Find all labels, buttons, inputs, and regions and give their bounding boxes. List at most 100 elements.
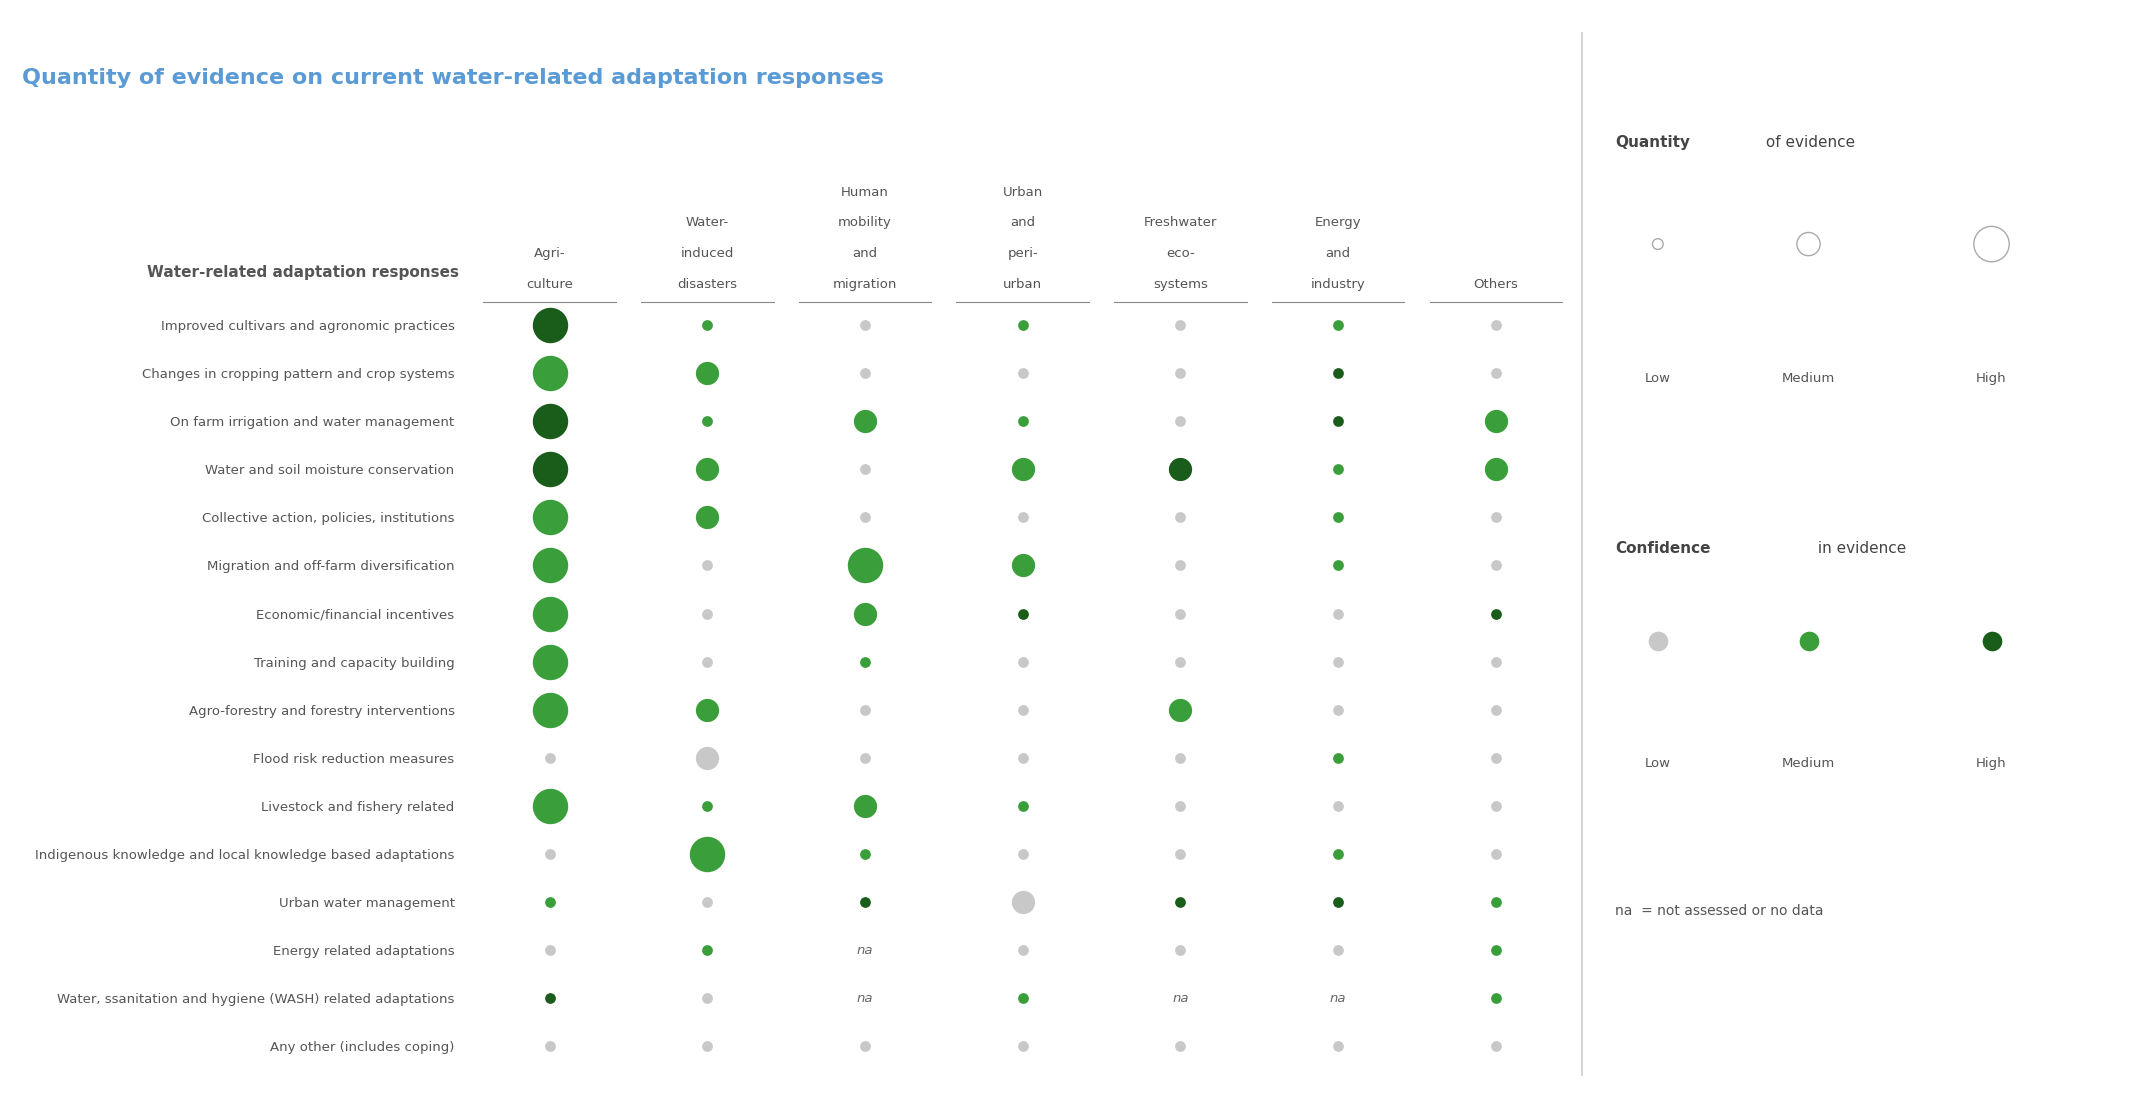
Point [848,556,883,574]
Point [1005,893,1040,911]
Point [1005,509,1040,527]
Point [691,893,726,911]
Text: Medium: Medium [1783,372,1834,385]
Point [691,653,726,670]
Point [1479,941,1514,959]
Point [691,701,726,719]
Text: urban: urban [1003,278,1042,291]
Point [1641,632,1675,649]
Text: Low: Low [1645,757,1671,770]
Point [1479,604,1514,622]
Point [1005,653,1040,670]
Point [1163,1038,1197,1055]
Text: Water-related adaptation responses: Water-related adaptation responses [146,264,459,280]
Text: industry: industry [1311,278,1365,291]
Point [532,701,566,719]
Point [848,316,883,333]
Point [691,941,726,959]
Point [1163,749,1197,767]
Point [1479,1038,1514,1055]
Point [1163,653,1197,670]
Point [1479,461,1514,478]
Text: culture: culture [525,278,573,291]
Point [1974,632,2009,649]
Point [1320,604,1354,622]
Text: Human: Human [842,185,889,199]
Point [1005,749,1040,767]
Point [1320,364,1354,382]
Point [1479,845,1514,862]
Text: migration: migration [833,278,898,291]
Text: and: and [1010,216,1036,229]
Point [1479,509,1514,527]
Text: na: na [1331,992,1346,1005]
Point [1163,412,1197,430]
Point [1163,461,1197,478]
Text: Water-: Water- [685,216,730,229]
Point [532,604,566,622]
Text: High: High [1976,372,2007,385]
Point [1791,236,1826,253]
Text: systems: systems [1152,278,1208,291]
Point [1320,316,1354,333]
Point [532,412,566,430]
Text: Agri-: Agri- [534,247,566,260]
Text: eco-: eco- [1167,247,1195,260]
Text: Quantity: Quantity [1615,135,1690,150]
Text: Others: Others [1473,278,1518,291]
Point [1479,893,1514,911]
Point [848,701,883,719]
Point [1163,556,1197,574]
Text: peri-: peri- [1008,247,1038,260]
Point [1320,461,1354,478]
Point [1479,556,1514,574]
Text: na  = not assessed or no data: na = not assessed or no data [1615,904,1824,917]
Point [1163,845,1197,862]
Point [691,604,726,622]
Point [1163,941,1197,959]
Point [691,845,726,862]
Point [1479,749,1514,767]
Point [1479,316,1514,333]
Point [1320,1038,1354,1055]
Point [691,316,726,333]
Point [848,412,883,430]
Point [848,798,883,815]
Text: and: and [1326,247,1350,260]
Point [848,461,883,478]
Point [1320,845,1354,862]
Text: induced: induced [680,247,734,260]
Point [532,364,566,382]
Point [1320,893,1354,911]
Point [691,749,726,767]
Text: and: and [853,247,878,260]
Point [691,798,726,815]
Point [1641,236,1675,253]
Point [848,509,883,527]
Point [1479,989,1514,1007]
Point [691,461,726,478]
Point [1163,364,1197,382]
Point [1005,989,1040,1007]
Text: in evidence: in evidence [1813,541,1905,556]
Point [1320,412,1354,430]
Point [848,893,883,911]
Point [1479,412,1514,430]
Text: na: na [857,943,874,957]
Point [1163,701,1197,719]
Point [532,989,566,1007]
Point [532,461,566,478]
Point [691,989,726,1007]
Text: Energy: Energy [1315,216,1361,229]
Point [532,749,566,767]
Point [1320,941,1354,959]
Point [1005,461,1040,478]
Point [848,845,883,862]
Text: disasters: disasters [678,278,736,291]
Point [1005,364,1040,382]
Text: Low: Low [1645,372,1671,385]
Point [1320,749,1354,767]
Text: Confidence: Confidence [1615,541,1709,556]
Point [532,653,566,670]
Point [1974,236,2009,253]
